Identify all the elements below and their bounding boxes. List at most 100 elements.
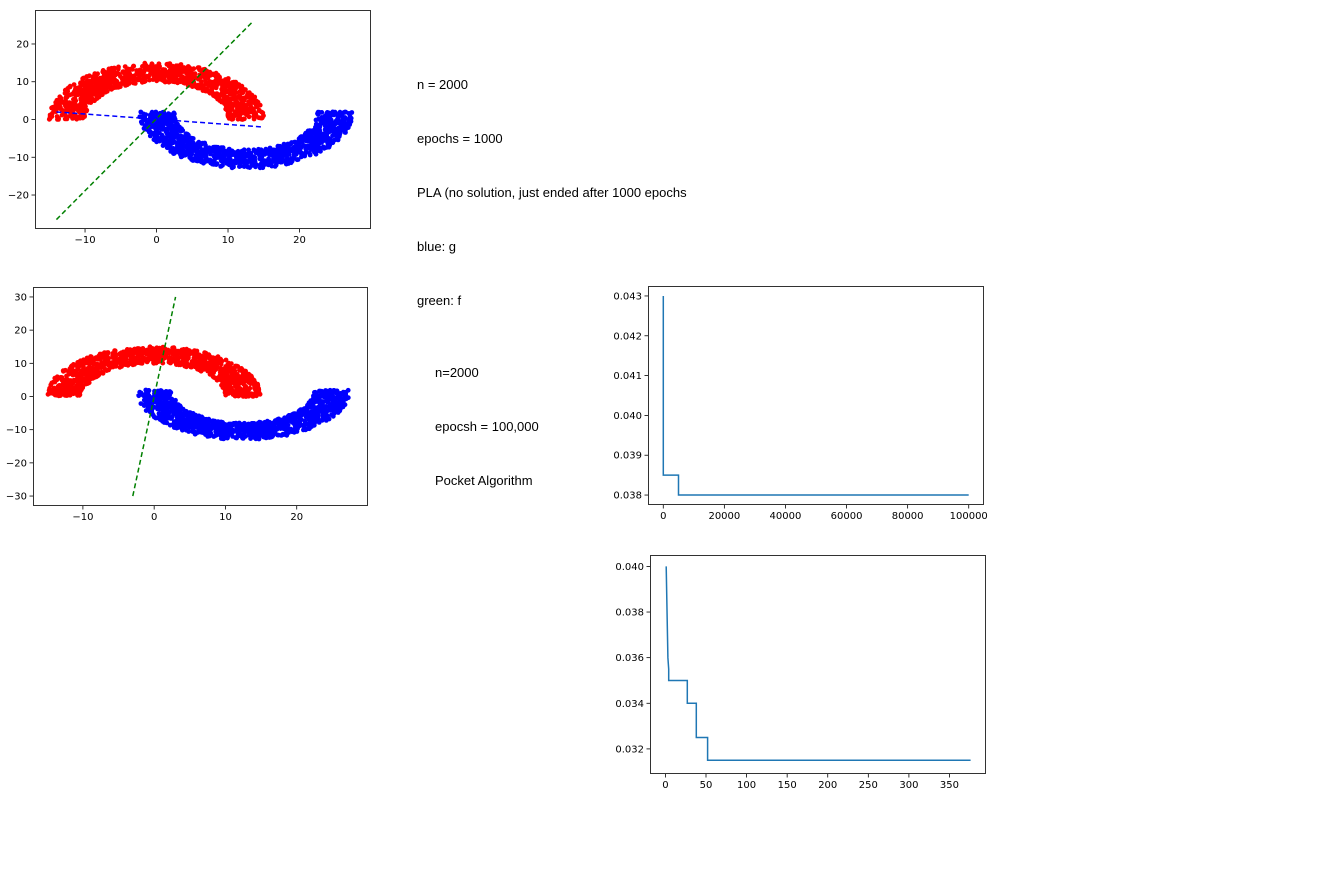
blue-data-point bbox=[155, 388, 161, 394]
y-tick-label: −20 bbox=[6, 458, 27, 469]
red-data-point bbox=[127, 71, 133, 77]
red-data-point bbox=[203, 77, 209, 82]
blue-data-point bbox=[266, 162, 271, 168]
blue-data-point bbox=[334, 112, 340, 117]
red-data-point bbox=[160, 345, 165, 351]
red-data-point bbox=[192, 83, 198, 89]
red-data-point bbox=[210, 355, 216, 360]
red-data-point bbox=[156, 356, 162, 362]
blue-data-point bbox=[182, 152, 188, 158]
red-data-point bbox=[223, 357, 229, 363]
red-data-point bbox=[209, 369, 215, 375]
red-data-point bbox=[46, 116, 52, 122]
red-data-point bbox=[219, 358, 225, 364]
blue-data-point bbox=[320, 412, 325, 417]
y-tick-label: 0.040 bbox=[615, 562, 644, 573]
red-data-point bbox=[212, 82, 218, 88]
y-tick-label: 0.042 bbox=[613, 331, 642, 342]
blue-data-point bbox=[169, 131, 174, 137]
blue-data-point bbox=[235, 153, 241, 159]
blue-data-point bbox=[189, 135, 194, 141]
blue-data-point bbox=[160, 390, 166, 395]
error-series-line bbox=[665, 566, 971, 762]
red-data-point bbox=[101, 88, 106, 93]
red-data-point bbox=[200, 73, 206, 78]
red-data-point bbox=[243, 390, 249, 395]
red-data-point bbox=[64, 116, 70, 122]
red-data-point bbox=[184, 353, 190, 359]
blue-data-point bbox=[153, 111, 158, 117]
red-data-point bbox=[247, 101, 253, 107]
blue-data-point bbox=[178, 404, 184, 410]
blue-data-point bbox=[241, 427, 247, 433]
x-tick-label: 60000 bbox=[831, 511, 863, 522]
red-data-point bbox=[54, 377, 59, 382]
red-data-point bbox=[90, 77, 95, 83]
blue-data-point bbox=[308, 133, 314, 138]
red-data-point bbox=[242, 104, 248, 110]
blue-data-point bbox=[335, 127, 341, 133]
blue-data-point bbox=[280, 431, 286, 437]
blue-data-point bbox=[192, 412, 198, 418]
red-data-point bbox=[87, 73, 92, 79]
blue-data-point bbox=[319, 393, 324, 398]
red-data-point bbox=[142, 78, 148, 84]
red-data-point bbox=[141, 68, 147, 74]
red-data-point bbox=[125, 82, 130, 88]
blue-data-point bbox=[186, 145, 192, 151]
red-data-point bbox=[192, 74, 198, 80]
red-data-point bbox=[234, 363, 240, 369]
red-data-point bbox=[111, 68, 117, 74]
blue-data-point bbox=[226, 147, 232, 152]
blue-data-point bbox=[219, 145, 224, 151]
x-tick-label: 0 bbox=[151, 512, 157, 523]
red-data-point bbox=[177, 71, 183, 76]
red-data-point bbox=[141, 350, 147, 356]
red-data-point bbox=[79, 96, 85, 102]
line-f bbox=[132, 296, 177, 497]
blue-data-point bbox=[146, 128, 151, 133]
red-data-point bbox=[236, 392, 242, 398]
red-data-point bbox=[190, 351, 196, 356]
note-line: green: f bbox=[417, 293, 462, 308]
red-data-point bbox=[202, 87, 208, 93]
red-data-point bbox=[248, 95, 254, 101]
red-data-point bbox=[248, 379, 254, 385]
red-data-point bbox=[164, 349, 170, 355]
red-data-point bbox=[112, 348, 118, 354]
blue-data-point bbox=[324, 409, 329, 415]
red-data-point bbox=[71, 370, 77, 375]
blue-data-point bbox=[201, 160, 206, 166]
blue-data-point bbox=[282, 415, 287, 421]
blue-data-point bbox=[272, 164, 278, 169]
red-data-point bbox=[71, 82, 77, 87]
x-tick-label: 100000 bbox=[950, 511, 988, 522]
blue-data-point bbox=[277, 143, 283, 149]
blue-data-point bbox=[343, 122, 348, 128]
axes-frame bbox=[650, 555, 986, 774]
red-data-point bbox=[252, 385, 257, 391]
blue-data-point bbox=[277, 420, 283, 426]
blue-data-point bbox=[228, 431, 234, 437]
red-data-point bbox=[243, 87, 248, 92]
red-data-point bbox=[228, 376, 234, 382]
axes-frame bbox=[648, 286, 984, 505]
red-data-point bbox=[55, 392, 61, 398]
red-data-point bbox=[231, 372, 237, 377]
blue-data-point bbox=[185, 132, 191, 137]
red-data-point bbox=[223, 106, 229, 112]
red-data-point bbox=[93, 73, 99, 78]
red-data-point bbox=[178, 67, 184, 72]
blue-data-point bbox=[233, 435, 239, 441]
red-data-point bbox=[223, 370, 229, 376]
red-data-point bbox=[102, 358, 108, 364]
red-data-point bbox=[218, 365, 224, 371]
blue-data-point bbox=[255, 434, 261, 440]
red-data-point bbox=[171, 347, 177, 352]
red-data-point bbox=[187, 78, 193, 83]
blue-data-point bbox=[266, 433, 272, 439]
red-data-point bbox=[78, 91, 84, 97]
red-data-point bbox=[64, 384, 70, 389]
blue-data-point bbox=[267, 429, 272, 434]
blue-data-point bbox=[319, 115, 325, 120]
